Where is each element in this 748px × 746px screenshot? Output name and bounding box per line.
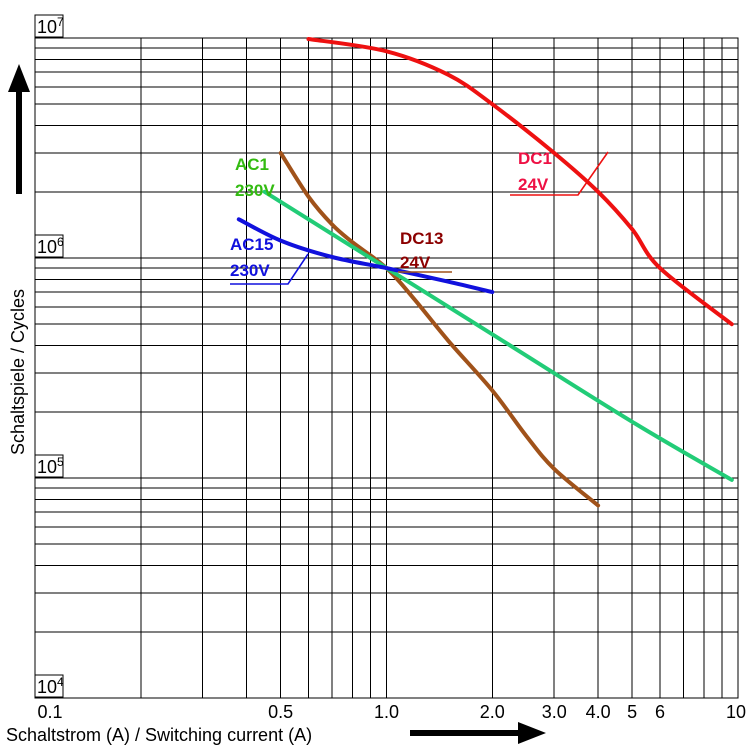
y-decade-label: 104 — [34, 674, 64, 698]
series-line-ac15-230v — [236, 217, 495, 295]
y-decade-text: 107 — [37, 15, 64, 37]
series-line-dc13-24v — [278, 151, 601, 508]
series-label-line1: AC15 — [230, 235, 273, 254]
y-decade-box — [34, 674, 64, 698]
x-tick-label: 3.0 — [542, 702, 567, 722]
series-label-line2: 24V — [518, 175, 549, 194]
y-decade-labels: 107 106 105 104 — [34, 14, 64, 698]
x-tick-label: 0.1 — [37, 702, 62, 722]
x-axis-label: Schaltstrom (A) / Switching current (A) — [6, 725, 312, 745]
series-label-leader — [510, 151, 609, 196]
x-tick-label: 10 — [726, 702, 746, 722]
x-tick-labels: 0.1 0.5 1.0 2.0 3.0 4.0 5 6 10 — [37, 702, 746, 722]
x-tick-label: 5 — [627, 702, 637, 722]
x-tick-label: 2.0 — [480, 702, 505, 722]
x-tick-label: 6 — [655, 702, 665, 722]
series-layer — [236, 37, 734, 508]
series-line-ac1-230v — [262, 189, 734, 482]
y-decade-box — [34, 454, 64, 478]
series-label-leader — [230, 253, 309, 285]
y-axis-arrow-icon — [8, 64, 30, 194]
y-decade-box — [34, 14, 64, 38]
series-label-dc13-24v: DC13 24V — [398, 229, 452, 273]
x-tick-label: 1.0 — [374, 702, 399, 722]
series-label-line1: DC1 — [518, 149, 552, 168]
y-decade-label: 107 — [34, 14, 64, 38]
y-decade-label: 106 — [34, 234, 64, 258]
x-axis-arrow-icon — [410, 722, 546, 744]
y-decade-text: 104 — [37, 675, 64, 697]
series-label-ac15-230v: AC15 230V — [230, 235, 309, 285]
plot-frame — [34, 37, 739, 699]
x-tick-label: 0.5 — [268, 702, 293, 722]
y-decade-label: 105 — [34, 454, 64, 478]
series-label-line2: 24V — [400, 253, 431, 272]
series-label-line2: 230V — [235, 181, 275, 200]
grid — [35, 38, 738, 698]
x-tick-label: 4.0 — [586, 702, 611, 722]
series-label-line2: 230V — [230, 261, 270, 280]
y-decade-box — [34, 234, 64, 258]
series-label-line1: DC13 — [400, 229, 443, 248]
y-decade-text: 106 — [37, 235, 64, 257]
series-label-line1: AC1 — [235, 155, 269, 174]
series-line-dc1-24v — [306, 37, 734, 327]
y-axis-label: Schaltspiele / Cycles — [8, 289, 28, 455]
series-label-ac1-230v: AC1 230V — [235, 155, 275, 200]
y-decade-text: 105 — [37, 455, 64, 477]
